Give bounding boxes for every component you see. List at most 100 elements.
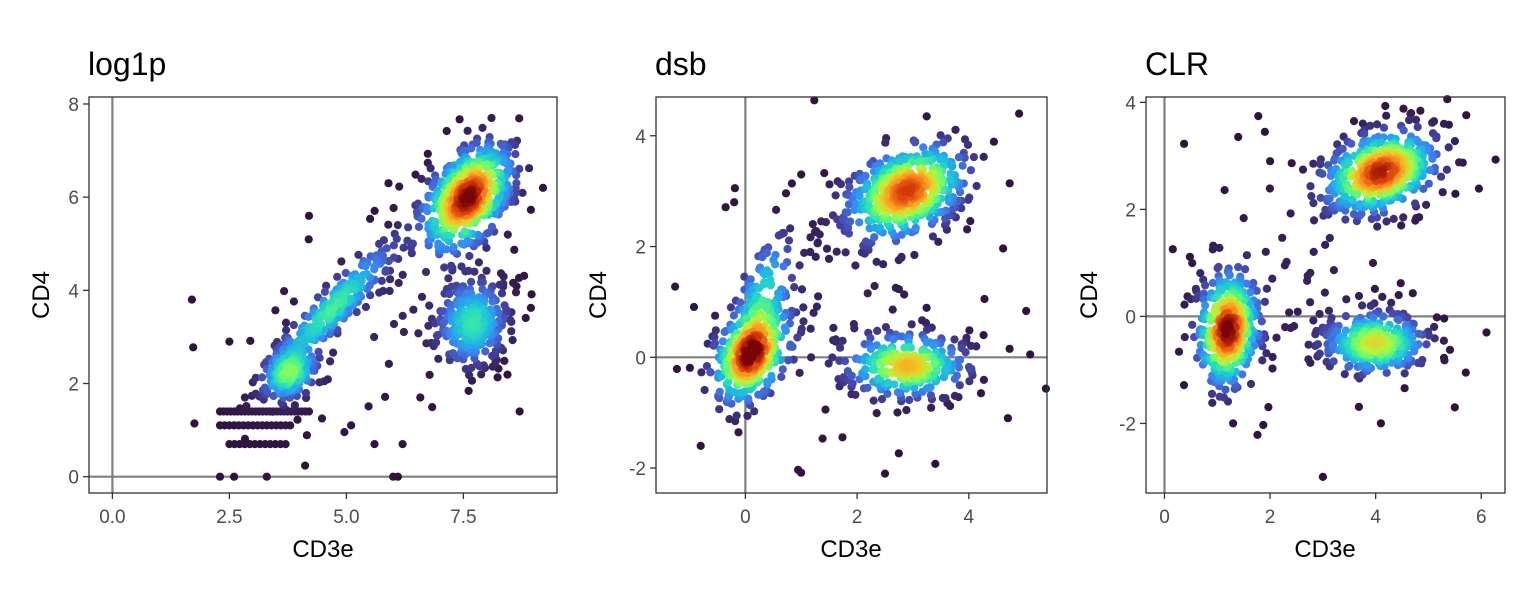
y-tick-label: 8 [68,95,79,116]
scatter-point [1318,472,1327,481]
y-tick-label: 0 [68,468,79,489]
scatter-point [1266,157,1275,166]
scatter-point [905,395,914,405]
scatter-point [1411,115,1421,124]
scatter-point [1357,209,1366,218]
scatter-point [881,323,891,332]
scatter-point [1405,116,1414,125]
scatter-point [938,393,947,403]
scatter-point [820,169,829,178]
scatter-point [883,389,892,398]
scatter-point [1005,179,1014,188]
scatter-point [1347,139,1356,148]
scatter-point [784,236,794,245]
scatter-point [389,203,398,213]
y-tick-label: 0 [1125,307,1136,328]
scatter-point [1341,215,1350,224]
scatter-point [1015,109,1024,118]
scatter-point [1439,119,1449,128]
scatter-point [1341,312,1350,321]
scatter-point [485,339,494,348]
scatter-point [538,183,548,192]
scatter-point [1399,213,1408,222]
panel-clr: CLR 0 2 4 6 -2 0 2 4 CD3e CD4 [1076,46,1506,563]
scatter-point [1358,301,1367,310]
scatter-point [706,368,715,377]
scatter-point [799,303,808,312]
scatter-point [797,285,807,294]
scatter-point [949,204,958,213]
scatter-point [1400,384,1409,393]
scatter-point [838,336,847,345]
scatter-point [364,402,373,411]
x-tick-label: 0 [1159,507,1170,528]
scatter-point [1382,217,1391,226]
scatter-point [1309,199,1318,208]
scatter-point [361,262,370,271]
scatter-point [445,290,454,299]
scatter-point [1201,301,1210,310]
scatter-point [1358,140,1367,149]
scatter-point [881,138,890,147]
scatter-point [293,415,302,424]
scatter-point [929,341,938,350]
scatter-point [526,205,536,214]
scatter-point [424,321,433,330]
scatter-point [840,357,850,366]
scatter-point [880,469,890,478]
scatter-point [1387,298,1396,307]
scatter-point [434,354,443,363]
scatter-point [1432,313,1441,322]
scatter-point [724,377,733,386]
scatter-point [850,324,859,333]
scatter-point [515,273,524,282]
scatter-point [888,305,897,314]
scatter-point [511,288,521,297]
scatter-point [1451,189,1460,198]
scatter-point [491,346,500,355]
scatter-point [921,318,931,327]
scatter-point [774,231,783,240]
scatter-point [1196,269,1205,278]
scatter-point [434,239,443,248]
scatter-point [851,390,860,399]
scatter-point [411,170,420,179]
scatter-point [1353,190,1362,199]
scatter-point [1344,158,1353,167]
scatter-point [836,180,846,189]
scatter-point [1207,389,1217,398]
scatter-point [500,301,509,310]
scatter-point [1338,144,1347,153]
scatter-point [1438,188,1447,197]
scatter-point [1311,330,1320,339]
scatter-point [414,329,423,338]
scatter-point [922,338,932,347]
scatter-point [511,150,520,159]
scatter-point [734,428,743,437]
scatter-point [1408,289,1417,298]
scatter-point [1208,398,1217,407]
scatter-point [936,155,945,164]
scatter-point [381,392,390,401]
scatter-point [814,292,823,301]
panel-title: log1p [88,46,166,82]
scatter-point [425,370,434,379]
scatter-point [304,312,313,321]
scatter-point [979,331,988,340]
scatter-point [425,301,434,310]
scatter-point [931,459,940,468]
scatter-point [499,272,508,281]
scatter-point [872,341,881,350]
scatter-point [1188,320,1197,329]
scatter-point [1400,369,1409,378]
scatter-point [951,125,960,134]
scatter-point [389,241,398,250]
scatter-point [979,375,989,384]
scatter-point [831,191,840,200]
scatter-point [1309,216,1319,225]
scatter-point [812,302,822,311]
scatter-point [740,272,749,281]
scatter-point [467,144,476,153]
scatter-point [1388,309,1397,318]
scatter-point [793,333,802,342]
